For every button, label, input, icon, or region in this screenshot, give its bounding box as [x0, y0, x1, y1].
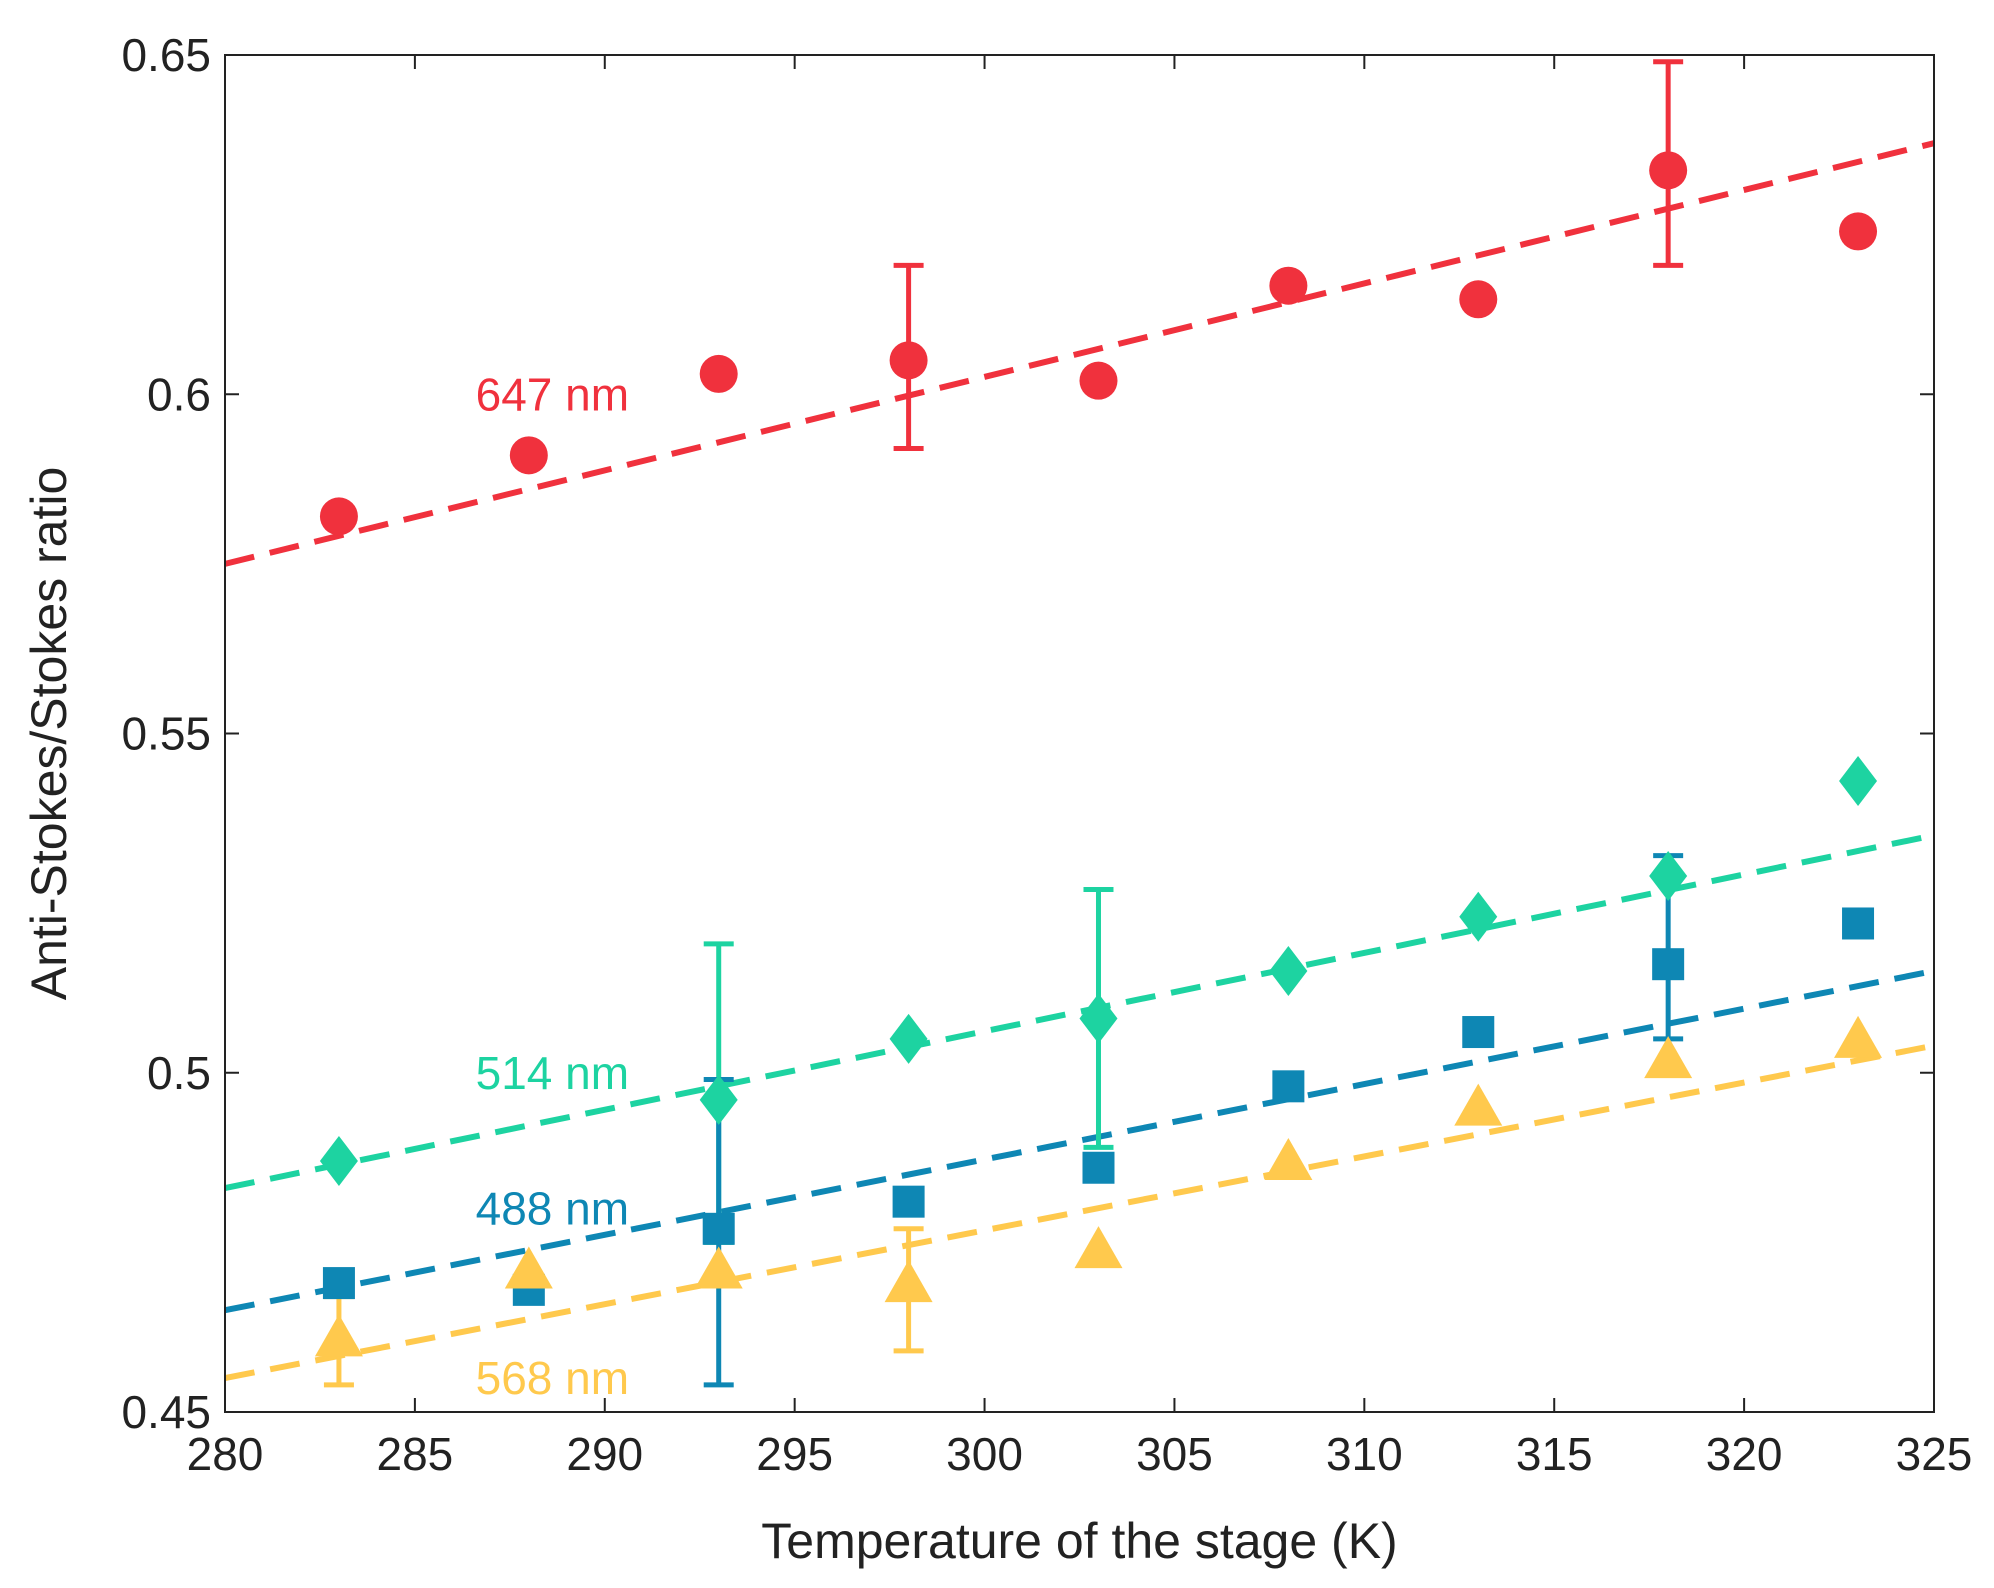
- x-tick-label: 320: [1706, 1428, 1783, 1480]
- marker-647-nm: [1459, 280, 1498, 319]
- marker-647-nm: [509, 436, 548, 475]
- marker-647-nm: [1839, 212, 1878, 251]
- marker-568-nm: [314, 1314, 363, 1357]
- x-tick-label: 290: [566, 1428, 643, 1480]
- marker-568-nm: [504, 1246, 553, 1289]
- marker-568-nm: [1264, 1137, 1313, 1180]
- fit-line-488-nm: [224, 968, 1935, 1314]
- y-ticks: 0.45 0.5 0.55 0.6 0.65: [121, 29, 1934, 1438]
- marker-488-nm: [1652, 948, 1685, 981]
- fit-line-647-nm: [224, 140, 1935, 567]
- marker-514-nm: [699, 1074, 738, 1125]
- x-ticks: 280 285 290 295 300 305 310 315 320 325: [187, 55, 1973, 1480]
- marker-514-nm: [319, 1135, 358, 1186]
- data-markers: [314, 151, 1883, 1357]
- marker-568-nm: [1454, 1083, 1503, 1126]
- marker-568-nm: [694, 1246, 743, 1289]
- x-tick-label: 295: [756, 1428, 833, 1480]
- x-tick-label: 300: [946, 1428, 1023, 1480]
- y-tick-label: 0.55: [121, 708, 211, 760]
- marker-488-nm: [1272, 1070, 1305, 1103]
- x-tick-label: 285: [377, 1428, 454, 1480]
- marker-568-nm: [884, 1260, 933, 1303]
- marker-488-nm: [892, 1185, 925, 1218]
- fit-line-514-nm: [224, 832, 1935, 1192]
- x-axis-label: Temperature of the stage (K): [761, 1513, 1397, 1569]
- y-tick-label: 0.5: [147, 1047, 211, 1099]
- marker-647-nm: [699, 354, 738, 393]
- axes: 280 285 290 295 300 305 310 315 320 325 0.450.50.…: [121, 29, 1972, 1480]
- y-tick-label: 0.6: [147, 368, 211, 420]
- x-tick-label: 310: [1326, 1428, 1403, 1480]
- series-label-514-nm: 514 nm: [476, 1047, 629, 1099]
- marker-488-nm: [322, 1267, 355, 1300]
- marker-514-nm: [1269, 945, 1308, 996]
- x-tick-label: 305: [1136, 1428, 1213, 1480]
- marker-488-nm: [702, 1212, 735, 1245]
- series-labels: 647 nm 514 nm 488 nm 568 nm: [476, 368, 629, 1404]
- marker-647-nm: [889, 341, 928, 380]
- marker-568-nm: [1074, 1226, 1123, 1269]
- marker-647-nm: [1269, 266, 1308, 305]
- x-tick-label: 325: [1896, 1428, 1973, 1480]
- fit-line-568-nm: [224, 1042, 1935, 1382]
- y-axis-label: Anti-Stokes/Stokes ratio: [21, 467, 77, 1001]
- marker-488-nm: [1842, 907, 1875, 940]
- marker-568-nm: [1834, 1015, 1883, 1058]
- marker-514-nm: [889, 1013, 928, 1064]
- marker-488-nm: [1082, 1151, 1115, 1184]
- series-label-647-nm: 647 nm: [476, 368, 629, 420]
- marker-488-nm: [1462, 1016, 1495, 1049]
- y-tick-label: 0.65: [121, 29, 211, 81]
- marker-647-nm: [1649, 151, 1688, 190]
- marker-514-nm: [1459, 891, 1498, 942]
- x-tick-label: 280: [187, 1428, 264, 1480]
- marker-514-nm: [1649, 850, 1688, 901]
- marker-647-nm: [1079, 361, 1118, 400]
- series-label-568-nm: 568 nm: [476, 1352, 629, 1404]
- series-label-488-nm: 488 nm: [476, 1182, 629, 1234]
- fit-lines: [224, 140, 1935, 1382]
- marker-514-nm: [1079, 993, 1118, 1044]
- x-tick-label: 315: [1516, 1428, 1593, 1480]
- marker-568-nm: [1644, 1036, 1693, 1079]
- marker-514-nm: [1839, 755, 1878, 806]
- marker-647-nm: [319, 497, 358, 536]
- y-tick-label: 0.45: [121, 1386, 211, 1438]
